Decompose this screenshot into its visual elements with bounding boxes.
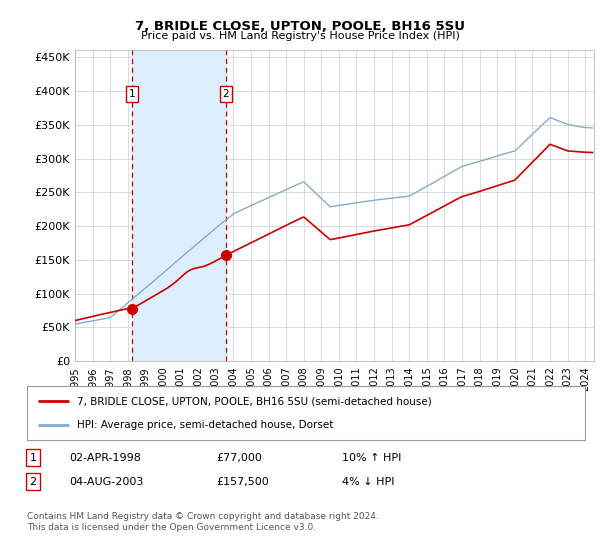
Text: 4% ↓ HPI: 4% ↓ HPI	[342, 477, 395, 487]
Text: 1: 1	[29, 452, 37, 463]
Text: 02-APR-1998: 02-APR-1998	[69, 452, 141, 463]
Text: 1: 1	[129, 89, 136, 99]
Text: HPI: Average price, semi-detached house, Dorset: HPI: Average price, semi-detached house,…	[77, 419, 334, 430]
Text: Price paid vs. HM Land Registry's House Price Index (HPI): Price paid vs. HM Land Registry's House …	[140, 31, 460, 41]
Text: 2: 2	[223, 89, 229, 99]
Text: 04-AUG-2003: 04-AUG-2003	[69, 477, 143, 487]
Text: £77,000: £77,000	[216, 452, 262, 463]
Text: 7, BRIDLE CLOSE, UPTON, POOLE, BH16 5SU (semi-detached house): 7, BRIDLE CLOSE, UPTON, POOLE, BH16 5SU …	[77, 396, 432, 407]
Bar	[132, 50, 226, 361]
Text: 10% ↑ HPI: 10% ↑ HPI	[342, 452, 401, 463]
Text: 7, BRIDLE CLOSE, UPTON, POOLE, BH16 5SU: 7, BRIDLE CLOSE, UPTON, POOLE, BH16 5SU	[135, 20, 465, 32]
Text: £157,500: £157,500	[216, 477, 269, 487]
Text: Contains HM Land Registry data © Crown copyright and database right 2024.
This d: Contains HM Land Registry data © Crown c…	[27, 512, 379, 532]
Text: 2: 2	[29, 477, 37, 487]
